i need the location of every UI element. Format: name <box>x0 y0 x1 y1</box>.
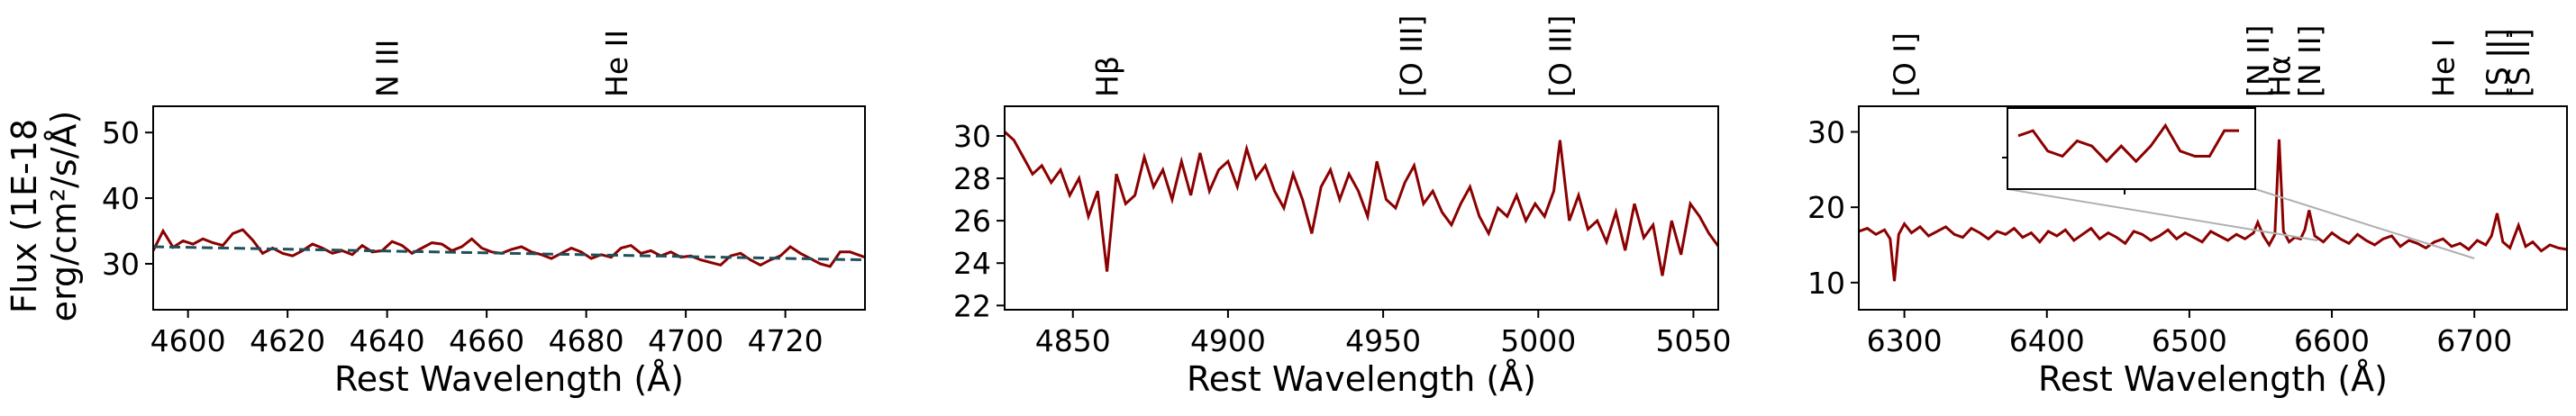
x-tick-label: 4700 <box>648 323 724 358</box>
x-tick-label: 6400 <box>2009 323 2085 358</box>
line-marker-label: [S II] <box>2501 28 2536 97</box>
y-axis-label-line1: Flux (1E-18 <box>5 119 44 313</box>
continuum-fit-line <box>153 245 865 262</box>
line-marker-label: [O III] <box>1394 15 1429 97</box>
x-tick-label: 5050 <box>1655 323 1731 358</box>
x-axis-label: Rest Wavelength (Å) <box>1187 359 1536 399</box>
y-tick-label: 30 <box>953 119 991 154</box>
line-marker-label: He I <box>2426 39 2461 97</box>
line-marker-label: [S II] <box>2480 28 2516 97</box>
x-tick-label: 4600 <box>150 323 226 358</box>
x-tick-label: 4660 <box>449 323 524 358</box>
x-tick-label: 4850 <box>1035 323 1111 358</box>
line-marker-label: N III <box>370 40 405 97</box>
x-tick-label: 4720 <box>748 323 824 358</box>
x-axis-label: Rest Wavelength (Å) <box>2038 359 2388 399</box>
x-tick-label: 4680 <box>549 323 624 358</box>
x-tick-label: 6300 <box>1867 323 1943 358</box>
axes-frame <box>152 105 866 311</box>
spectrum-line <box>1859 139 2567 282</box>
y-tick-label: 28 <box>953 161 991 196</box>
line-marker-label: Hβ <box>1090 56 1125 97</box>
inset-spectrum-line <box>2017 122 2239 164</box>
x-tick-label: 6500 <box>2152 323 2227 358</box>
y-tick-label: 30 <box>102 247 140 282</box>
x-tick-label: 6600 <box>2294 323 2370 358</box>
y-tick-label: 30 <box>1807 114 1845 149</box>
line-marker-label: [N II] <box>2241 25 2276 97</box>
line-marker-label: [N II] <box>2292 25 2327 97</box>
y-tick-label: 24 <box>953 246 991 281</box>
inset-connector-line <box>2254 188 2475 259</box>
x-tick-label: 6700 <box>2436 323 2512 358</box>
x-tick-label: 4900 <box>1190 323 1266 358</box>
panel-nIII-heII: 4600 4620 4640 4660 4680 4700 4720 30 40 50 Rest W… <box>102 30 866 399</box>
y-tick-label: 22 <box>953 288 991 323</box>
y-tick-label: 10 <box>1807 266 1845 301</box>
line-marker-label: [O I] <box>1888 32 1923 97</box>
axes-frame <box>1004 105 1719 311</box>
x-tick-label: 5000 <box>1500 323 1576 358</box>
y-tick-label: 20 <box>1807 190 1845 225</box>
x-axis-label: Rest Wavelength (Å) <box>334 359 684 399</box>
panel-halpha-nii-sii: 6300 6400 6500 6600 6700 10 20 30 Rest Wavelengt… <box>1807 25 2568 399</box>
x-tick-label: 4640 <box>350 323 425 358</box>
line-marker-label: Hα <box>2262 55 2298 97</box>
spectrum-line <box>1005 131 1718 276</box>
y-axis-label-line2: erg/cm²/s/Å) <box>44 111 84 322</box>
y-tick-label: 26 <box>953 203 991 239</box>
inset-connector-line <box>2007 188 2318 241</box>
x-tick-label: 4620 <box>250 323 325 358</box>
line-marker-label: He II <box>599 30 634 97</box>
y-tick-label: 40 <box>102 181 140 216</box>
y-tick-label: 50 <box>102 115 140 150</box>
x-tick-label: 4950 <box>1345 323 1421 358</box>
panel-hbeta-oiii: 4850 4900 4950 5000 5050 22 24 26 28 30 Rest Wavel… <box>953 15 1731 399</box>
line-marker-label: [O III] <box>1543 15 1578 97</box>
